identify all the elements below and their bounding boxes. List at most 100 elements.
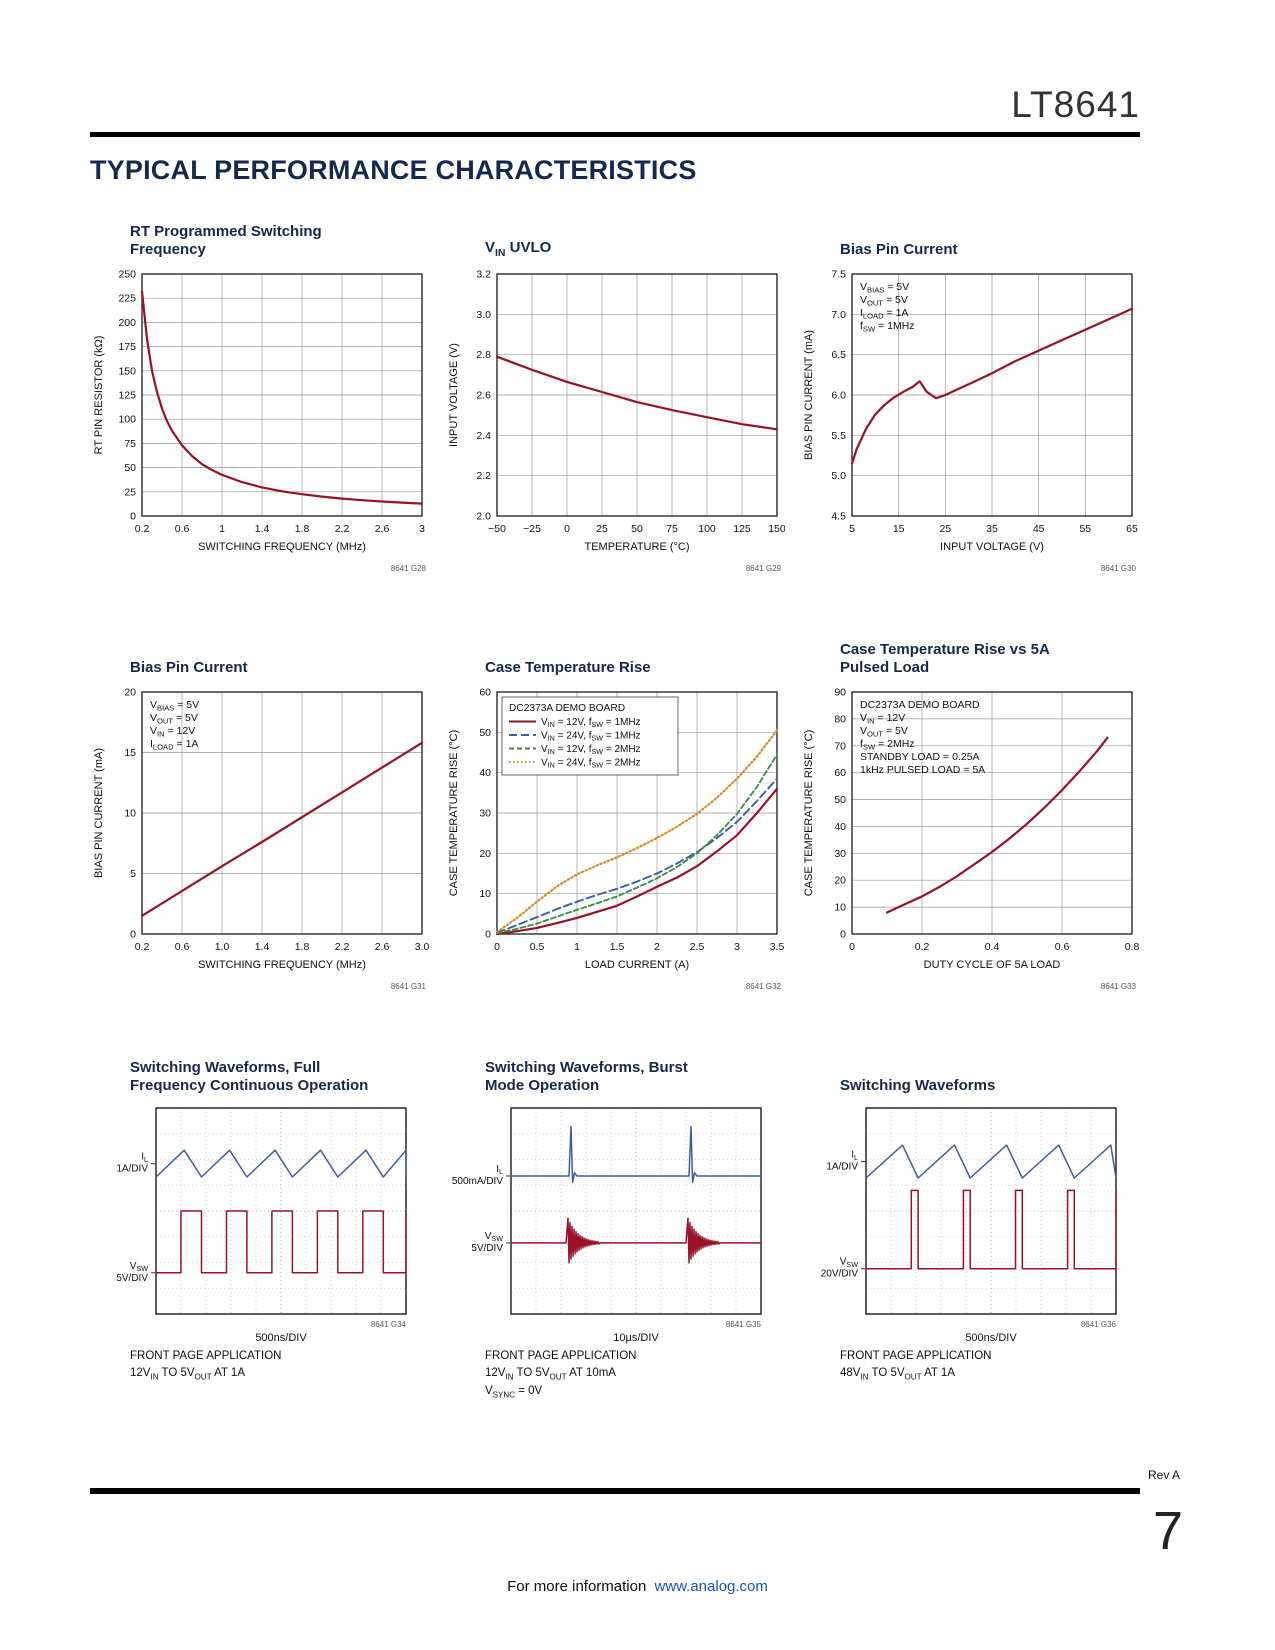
svg-text:30: 30: [479, 808, 491, 820]
svg-text:8641 G35: 8641 G35: [726, 1320, 762, 1329]
chart-rt-programmed-switching-frequency: RT Programmed Switching Frequency 0.2 0.6 1 1…: [90, 214, 430, 576]
svg-text:1: 1: [219, 523, 225, 535]
svg-text:ILOAD = 1A: ILOAD = 1A: [860, 307, 908, 320]
svg-text:CASE TEMPERATURE RISE (°C): CASE TEMPERATURE RISE (°C): [803, 730, 815, 897]
svg-text:5.5: 5.5: [831, 430, 846, 442]
chart-caption: FRONT PAGE APPLICATION 12VIN TO 5VOUT AT …: [485, 1350, 637, 1399]
chart-vin-uvlo: VIN UVLO −50 −25 0 25 50 75 100 125 150 2.0 2.2 2.4 2…: [445, 214, 785, 576]
svg-text:−25: −25: [523, 523, 541, 535]
svg-text:2.2: 2.2: [335, 941, 350, 953]
svg-text:8641 G33: 8641 G33: [1101, 982, 1137, 991]
svg-text:25: 25: [939, 523, 951, 535]
svg-text:8641 G28: 8641 G28: [391, 564, 427, 573]
svg-text:5.0: 5.0: [831, 470, 846, 482]
svg-text:VIN = 12V, fSW = 1MHz: VIN = 12V, fSW = 1MHz: [541, 717, 641, 729]
svg-text:0: 0: [485, 929, 491, 941]
svg-text:VBIAS = 5V: VBIAS = 5V: [150, 699, 199, 712]
footer-info: For more information www.analog.com: [0, 1578, 1275, 1595]
svg-text:10: 10: [124, 808, 136, 820]
chart-title: Case Temperature Rise: [485, 659, 651, 677]
svg-text:5V/DIV: 5V/DIV: [471, 1243, 503, 1254]
svg-text:3: 3: [419, 523, 425, 535]
chart-switching-waveforms-48v: Switching Waveforms IL 1A/DIV VSW 20V/DIV 864…: [800, 1050, 1140, 1401]
svg-text:70: 70: [834, 740, 846, 752]
svg-text:0.2: 0.2: [135, 941, 150, 953]
chart-title: Case Temperature Rise vs 5A Pulsed Load: [840, 640, 1050, 677]
svg-text:VOUT = 5V: VOUT = 5V: [860, 294, 908, 307]
svg-text:STANDBY LOAD = 0.25A: STANDBY LOAD = 0.25A: [860, 751, 980, 763]
section-title: TYPICAL PERFORMANCE CHARACTERISTICS: [90, 155, 697, 185]
svg-text:DUTY CYCLE OF 5A LOAD: DUTY CYCLE OF 5A LOAD: [924, 959, 1061, 971]
chart-caption: FRONT PAGE APPLICATION 12VIN TO 5VOUT AT …: [130, 1350, 282, 1381]
svg-text:LOAD CURRENT (A): LOAD CURRENT (A): [585, 959, 689, 971]
svg-text:1A/DIV: 1A/DIV: [116, 1164, 148, 1175]
svg-text:VOUT = 5V: VOUT = 5V: [150, 712, 198, 725]
svg-text:2.2: 2.2: [335, 523, 350, 535]
svg-text:−50: −50: [488, 523, 506, 535]
svg-text:2.4: 2.4: [476, 430, 491, 442]
chart-bias-pin-current-vs-switching-frequency: Bias Pin Current 0.2 0.6 1.0 1.4 1.8 2.2 2.6 3.0…: [90, 632, 430, 994]
chart-caption: FRONT PAGE APPLICATION 48VIN TO 5VOUT AT …: [840, 1350, 992, 1381]
svg-text:1.5: 1.5: [610, 941, 625, 953]
svg-text:4.5: 4.5: [831, 511, 846, 523]
svg-text:5V/DIV: 5V/DIV: [116, 1273, 148, 1284]
svg-text:3.0: 3.0: [476, 309, 491, 321]
svg-text:25: 25: [596, 523, 608, 535]
svg-text:500ns/DIV: 500ns/DIV: [965, 1332, 1017, 1344]
part-number: LT8641: [1011, 84, 1140, 125]
chart-title: RT Programmed Switching Frequency: [130, 222, 322, 259]
svg-text:3.2: 3.2: [476, 269, 491, 281]
svg-text:40: 40: [479, 767, 491, 779]
svg-text:50: 50: [124, 462, 136, 474]
svg-text:VOUT = 5V: VOUT = 5V: [860, 725, 908, 738]
chart-bias-pin-current-vs-input-voltage: Bias Pin Current 5 15 25 35 45 55 65 4.5 5.0 5.5 6.…: [800, 214, 1140, 576]
svg-text:1.0: 1.0: [215, 941, 230, 953]
svg-text:10µs/DIV: 10µs/DIV: [613, 1332, 659, 1344]
svg-text:INPUT VOLTAGE (V): INPUT VOLTAGE (V): [448, 343, 460, 447]
svg-text:INPUT VOLTAGE (V): INPUT VOLTAGE (V): [940, 541, 1044, 553]
svg-text:3.0: 3.0: [415, 941, 430, 953]
svg-text:75: 75: [666, 523, 678, 535]
page-number: 7: [1152, 1501, 1183, 1561]
svg-text:15: 15: [124, 747, 136, 759]
page-content: LT8641 TYPICAL PERFORMANCE CHARACTERISTI…: [90, 0, 1140, 1401]
svg-text:7.5: 7.5: [831, 269, 846, 281]
svg-text:6.5: 6.5: [831, 349, 846, 361]
svg-text:BIAS PIN CURRENT (mA): BIAS PIN CURRENT (mA): [93, 748, 105, 878]
footer-rule: [90, 1488, 1140, 1494]
analog-website-link[interactable]: www.analog.com: [654, 1578, 768, 1595]
svg-text:150: 150: [768, 523, 785, 535]
svg-text:0.6: 0.6: [1055, 941, 1070, 953]
svg-text:2.6: 2.6: [375, 523, 390, 535]
svg-text:0: 0: [840, 929, 846, 941]
footer-info-text: For more information: [507, 1578, 647, 1595]
svg-text:20: 20: [834, 875, 846, 887]
chart-canvas-bias-pin-current-vs-switching-frequency: 0.2 0.6 1.0 1.4 1.8 2.2 2.6 3.0 0 5 10 15 20 SWITCHIN…: [93, 687, 430, 992]
svg-text:60: 60: [834, 767, 846, 779]
svg-text:500ns/DIV: 500ns/DIV: [255, 1332, 307, 1344]
svg-text:175: 175: [118, 341, 136, 353]
svg-text:2.0: 2.0: [476, 511, 491, 523]
chart-case-temperature-rise: Case Temperature Rise 0 0.5 1 1.5 2 2.5 3 3.5 0 10…: [445, 632, 785, 994]
svg-text:2: 2: [654, 941, 660, 953]
svg-text:1.4: 1.4: [255, 523, 270, 535]
chart-canvas-case-temperature-rise-vs-5a-pulsed-load: 0 0.2 0.4 0.6 0.8 0 10 20 30 40 50 60 70 80 90 DUTY CYC…: [803, 687, 1139, 992]
svg-text:2.8: 2.8: [476, 349, 491, 361]
svg-text:2.6: 2.6: [375, 941, 390, 953]
chart-switching-waveforms-continuous: Switching Waveforms, Full Frequency Conti…: [90, 1050, 430, 1401]
svg-text:8641 G31: 8641 G31: [391, 982, 427, 991]
svg-text:CASE TEMPERATURE RISE (°C): CASE TEMPERATURE RISE (°C): [448, 730, 460, 897]
svg-text:VIN = 12V: VIN = 12V: [150, 725, 195, 738]
svg-text:VIN = 12V: VIN = 12V: [860, 712, 905, 725]
chart-title: Switching Waveforms, Burst Mode Operation: [485, 1058, 688, 1095]
svg-text:VBIAS = 5V: VBIAS = 5V: [860, 281, 909, 294]
chart-title: Switching Waveforms, Full Frequency Conti…: [130, 1058, 369, 1095]
chart-canvas-rt-programmed-switching-frequency: 0.2 0.6 1 1.4 1.8 2.2 2.6 3 0 25 50 75 100 125 150 175 2…: [93, 269, 427, 574]
svg-text:BIAS PIN CURRENT (mA): BIAS PIN CURRENT (mA): [803, 330, 815, 460]
svg-text:fSW = 2MHz: fSW = 2MHz: [860, 738, 915, 751]
svg-text:3: 3: [734, 941, 740, 953]
svg-text:VIN = 24V, fSW = 2MHz: VIN = 24V, fSW = 2MHz: [541, 758, 641, 770]
svg-text:10: 10: [834, 902, 846, 914]
svg-text:0: 0: [130, 929, 136, 941]
